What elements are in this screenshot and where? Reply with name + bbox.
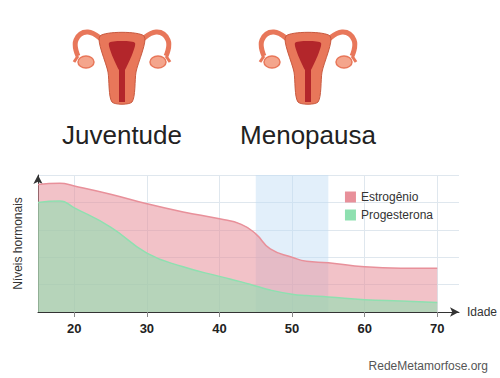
svg-text:Idade: Idade: [467, 305, 497, 319]
svg-text:Progesterona: Progesterona: [361, 208, 433, 222]
svg-text:40: 40: [212, 321, 226, 336]
svg-text:Estrogênio: Estrogênio: [361, 190, 419, 204]
svg-text:60: 60: [357, 321, 371, 336]
svg-text:Juventude: Juventude: [62, 120, 182, 150]
svg-text:30: 30: [140, 321, 154, 336]
svg-text:Níveis hormonais: Níveis hormonais: [11, 197, 25, 290]
svg-text:20: 20: [67, 321, 81, 336]
svg-text:RedeMetamorfose.org: RedeMetamorfose.org: [369, 359, 488, 373]
svg-text:70: 70: [430, 321, 444, 336]
svg-text:50: 50: [285, 321, 299, 336]
svg-text:Menopausa: Menopausa: [240, 120, 376, 150]
